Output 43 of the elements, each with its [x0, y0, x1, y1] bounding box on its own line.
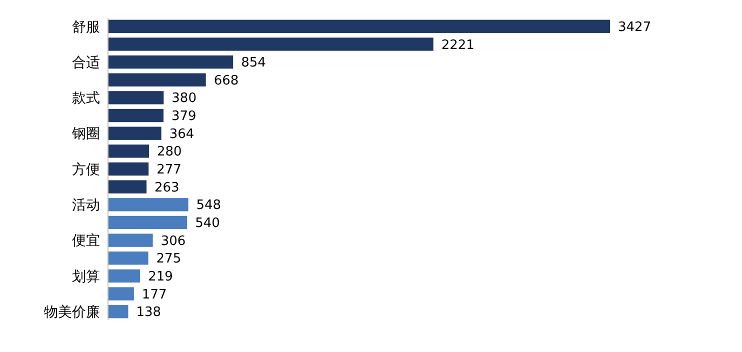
- bar: [108, 162, 149, 176]
- data-label: 854: [241, 56, 266, 71]
- bar: [108, 144, 150, 158]
- bar: [108, 287, 134, 300]
- bar: [108, 198, 188, 212]
- bar: [108, 55, 234, 69]
- data-label: 280: [157, 144, 182, 160]
- bar: [108, 269, 140, 283]
- y-tick-label: 舒服: [72, 19, 100, 36]
- y-tick-label: 划算: [72, 268, 100, 285]
- data-label: 379: [172, 109, 196, 124]
- data-label: 263: [154, 180, 180, 196]
- data-label: 306: [160, 234, 186, 249]
- bar: [108, 126, 162, 140]
- bar: [108, 180, 147, 194]
- bar: [108, 305, 128, 318]
- data-label: 548: [196, 198, 222, 214]
- bar: [108, 108, 164, 122]
- bar: [108, 38, 434, 51]
- bar: [108, 91, 164, 104]
- data-label: 277: [156, 162, 182, 178]
- data-label: 219: [148, 270, 173, 285]
- bar: [108, 20, 610, 33]
- y-tick-label: 物美价廉: [44, 304, 100, 321]
- data-label: 3427: [618, 20, 652, 35]
- data-label: 138: [136, 305, 162, 320]
- data-label: 380: [172, 91, 196, 106]
- bar: [108, 73, 206, 86]
- data-label: 668: [214, 73, 239, 88]
- y-tick-label: 方便: [72, 162, 100, 178]
- y-tick-label: 款式: [72, 90, 100, 107]
- bar: [108, 216, 188, 230]
- y-tick-label: 合适: [72, 54, 100, 71]
- y-tick-label: 钢圈: [71, 126, 100, 142]
- y-tick-label: 便宜: [72, 233, 100, 250]
- data-label: 364: [169, 126, 194, 142]
- y-tick-label: 活动: [72, 198, 100, 214]
- data-label: 177: [142, 287, 167, 302]
- data-label: 275: [156, 252, 182, 267]
- bar: [108, 234, 153, 247]
- data-label: 2221: [441, 38, 474, 53]
- data-label: 540: [195, 216, 220, 232]
- bar: [108, 252, 148, 265]
